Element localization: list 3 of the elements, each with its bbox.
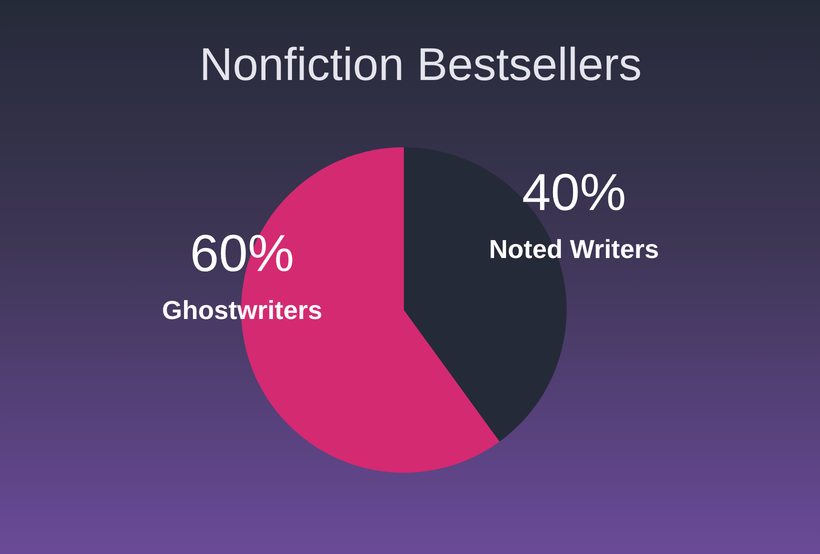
- data-label: 40%: [522, 164, 626, 222]
- chart-title: Nonfiction Bestsellers: [200, 38, 642, 90]
- slice-label: Noted Writers: [489, 234, 659, 264]
